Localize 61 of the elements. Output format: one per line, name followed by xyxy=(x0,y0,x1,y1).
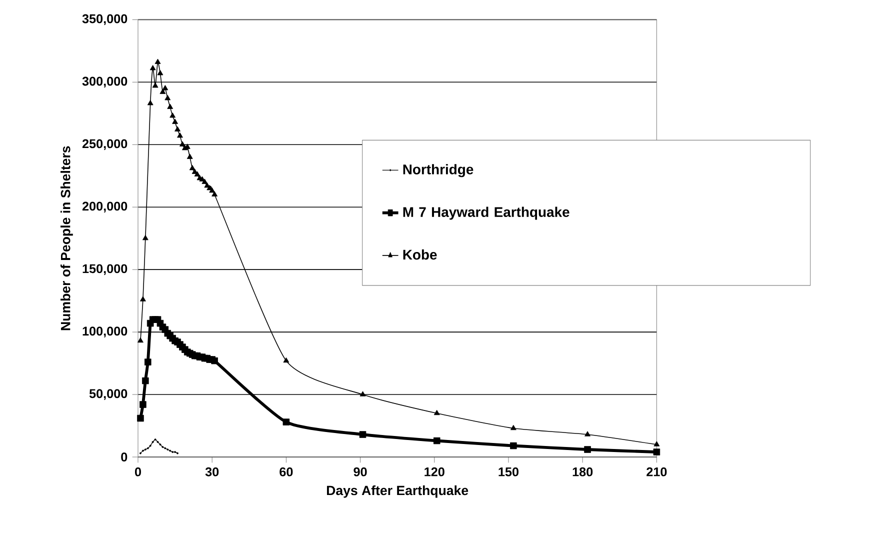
legend-label: M 7 Hayward Earthquake xyxy=(403,206,570,220)
x-tick-label: 120 xyxy=(424,467,444,476)
y-axis-title: Number of People in Shelters xyxy=(60,146,73,330)
point xyxy=(174,126,180,132)
point xyxy=(152,82,158,88)
point xyxy=(138,337,144,343)
point xyxy=(211,357,218,364)
point xyxy=(154,58,161,64)
point xyxy=(144,358,152,366)
point xyxy=(164,95,171,100)
x-axis-title: Days After Earthquake xyxy=(326,485,468,498)
point xyxy=(433,437,440,444)
point xyxy=(180,141,186,146)
point xyxy=(510,442,517,450)
y-tick-label: 350,000 xyxy=(82,14,128,26)
point xyxy=(194,171,200,176)
legend-label: Kobe xyxy=(403,249,437,260)
point xyxy=(140,296,146,302)
point xyxy=(212,191,218,196)
point xyxy=(142,234,148,240)
point xyxy=(359,431,366,438)
x-tick-label: 30 xyxy=(205,467,219,476)
x-tick-label: 0 xyxy=(134,467,141,476)
point xyxy=(147,100,154,106)
x-tick-label: 60 xyxy=(280,467,293,476)
point xyxy=(150,65,156,70)
point xyxy=(653,448,660,456)
point xyxy=(584,446,591,453)
point xyxy=(584,431,590,436)
point xyxy=(157,70,164,76)
y-tick-label: 100,000 xyxy=(82,326,128,338)
y-tick-label: 50,000 xyxy=(89,389,128,400)
y-tick-label: 150,000 xyxy=(82,264,128,275)
point xyxy=(510,424,516,430)
point xyxy=(202,178,208,184)
point xyxy=(283,357,290,363)
x-tick-label: 90 xyxy=(354,467,367,476)
y-tick-label: 250,000 xyxy=(82,139,128,150)
point xyxy=(209,187,216,193)
point xyxy=(282,418,290,426)
point xyxy=(162,85,168,90)
point xyxy=(142,377,149,384)
point xyxy=(170,112,176,118)
point xyxy=(189,164,196,170)
legend-label: Northridge xyxy=(403,164,474,178)
point xyxy=(137,414,144,422)
point xyxy=(434,410,440,416)
y-tick-label: 0 xyxy=(121,452,128,462)
point xyxy=(177,132,183,138)
point xyxy=(360,391,366,396)
point xyxy=(160,88,166,94)
point xyxy=(167,104,174,109)
point xyxy=(140,401,146,408)
point xyxy=(654,441,660,446)
x-tick-label: 150 xyxy=(498,467,518,476)
y-tick-label: 300,000 xyxy=(82,76,128,88)
y-tick-label: 200,000 xyxy=(82,202,128,212)
point xyxy=(172,118,178,124)
x-tick-label: 180 xyxy=(572,467,593,476)
point xyxy=(186,154,193,159)
x-tick-label: 210 xyxy=(646,467,667,476)
